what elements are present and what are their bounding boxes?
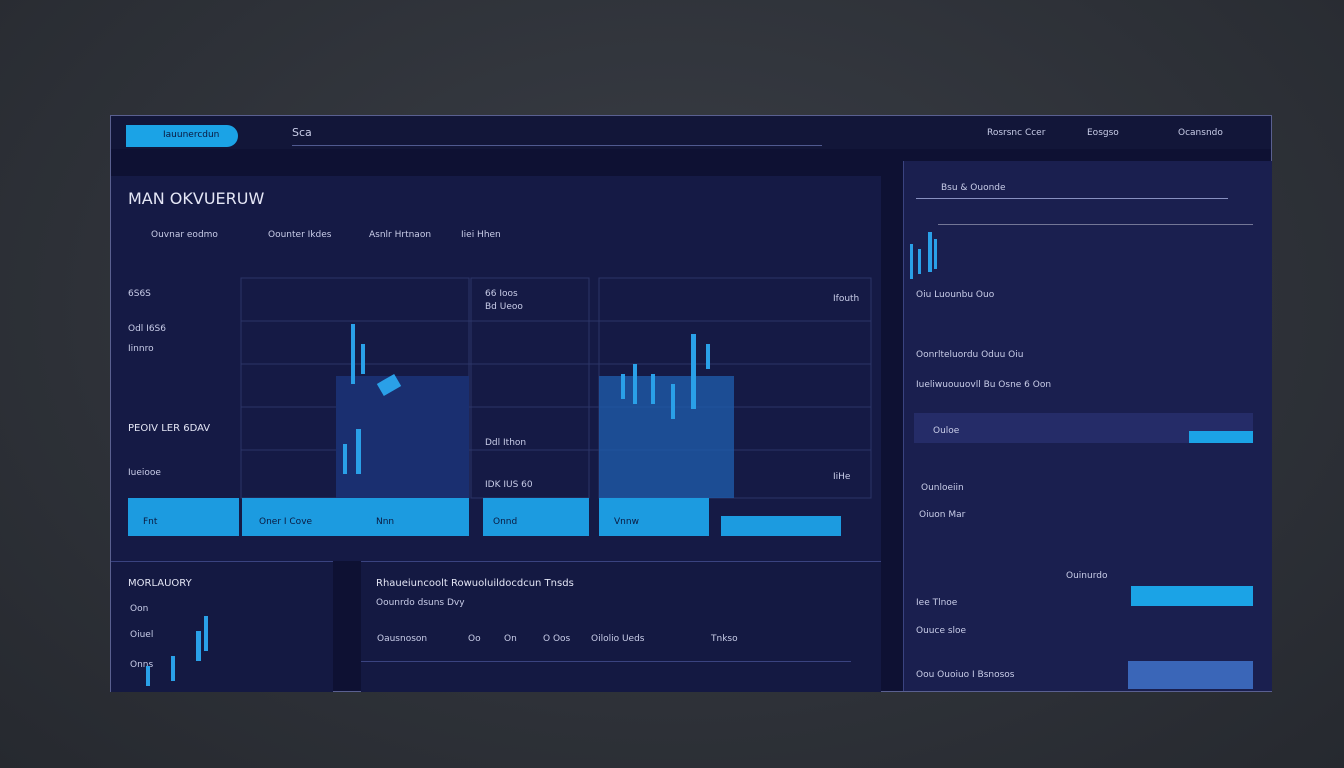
tag[interactable]: On	[504, 634, 517, 644]
search-line	[292, 145, 822, 146]
row-label: Iinnro	[128, 344, 154, 354]
nav-item[interactable]: Ocansndo	[1178, 128, 1223, 138]
cell: IDK IUS 60	[485, 480, 533, 490]
button[interactable]	[242, 498, 469, 536]
cell: Ddl Ithon	[485, 438, 527, 448]
overview-panel	[111, 176, 881, 561]
tag[interactable]: Oilolio Ueds	[591, 634, 645, 644]
sidebar-item: Oou Ouoiuo I Bsnosos	[916, 670, 1015, 680]
row-label: Oon	[130, 604, 149, 614]
sidebar-item: Oonrlteluordu Oduu Oiu	[916, 350, 1024, 360]
sidebar-item: Ouloe	[933, 426, 960, 436]
subline: Oounrdo dsuns Dvy	[376, 598, 465, 608]
sidebar-item: Oiuon Mar	[919, 510, 966, 520]
sidebar-item: Iueliwuouuovll Bu Osne 6 Oon	[916, 380, 1052, 390]
brand-pill[interactable]	[126, 125, 238, 147]
divider	[916, 198, 1228, 199]
tab[interactable]: Asnlr Hrtnaon	[369, 230, 432, 240]
bottom-center-panel	[361, 561, 881, 692]
sidebar-item: Ounloeiin	[921, 483, 964, 493]
tag[interactable]: Oo	[468, 634, 481, 644]
tab[interactable]: Iiei Hhen	[461, 230, 501, 240]
tab[interactable]: Ouvnar eodmo	[151, 230, 218, 240]
button-label: Nnn	[376, 517, 395, 527]
button[interactable]	[599, 498, 709, 536]
cell: Ifouth	[833, 294, 860, 304]
subtitle: PEOIV LER 6DAV	[128, 423, 211, 434]
sidebar-item: Ouuce sloe	[916, 626, 967, 636]
nav-item[interactable]: Rosrsnc Ccer	[987, 128, 1046, 138]
progress-fill	[1128, 661, 1253, 689]
chart-grid	[240, 277, 872, 499]
tag[interactable]: O Oos	[543, 634, 571, 644]
button-label: Onnd	[493, 517, 518, 527]
sidebar-chart	[910, 224, 1253, 279]
mini-candles	[146, 616, 208, 686]
progress-fill	[1189, 431, 1253, 443]
button-label: Vnnw	[614, 517, 639, 527]
divider	[361, 661, 851, 662]
sidebar-item: Ouinurdo	[1066, 571, 1108, 581]
tag[interactable]: Oausnoson	[377, 634, 428, 644]
button[interactable]	[483, 498, 589, 536]
button[interactable]	[128, 498, 239, 536]
top-bar	[111, 116, 1271, 149]
sidebar-item: Iee Tlnoe	[916, 598, 958, 608]
row-label: Iueiooe	[128, 468, 161, 478]
row-label: Oiuel	[130, 630, 154, 640]
search[interactable]: Sca	[292, 126, 312, 139]
tag[interactable]: Tnkso	[711, 634, 738, 644]
sidebar-title: Bsu & Ouonde	[941, 183, 1006, 193]
panel-title: MORLAUORY	[128, 578, 192, 589]
tab[interactable]: Oounter Ikdes	[268, 230, 332, 240]
button-label: Oner I Cove	[259, 517, 313, 527]
nav-item[interactable]: Eosgso	[1087, 128, 1119, 138]
cell: Bd Ueoo	[485, 302, 523, 312]
brand: Iauunercdun	[163, 130, 220, 140]
cell: 66 Ioos	[485, 289, 518, 299]
row-label: Onns	[130, 660, 154, 670]
cell: IiHe	[833, 472, 851, 482]
button-label: Fnt	[143, 517, 158, 527]
button[interactable]	[721, 516, 841, 536]
sidebar-item: Oiu Luounbu Ouo	[916, 290, 995, 300]
row-label: 6S6S	[128, 289, 151, 299]
overview-title: MAN OKVUERUW	[128, 189, 265, 208]
progress-fill	[1131, 586, 1253, 606]
headline: Rhaueiuncoolt Rowuoluildocdcun Tnsds	[376, 578, 574, 589]
app-window: Iauunercdun Sca Rosrsnc Ccer Eosgso Ocan…	[110, 115, 1272, 692]
row-label: Odl I6S6	[128, 324, 166, 334]
